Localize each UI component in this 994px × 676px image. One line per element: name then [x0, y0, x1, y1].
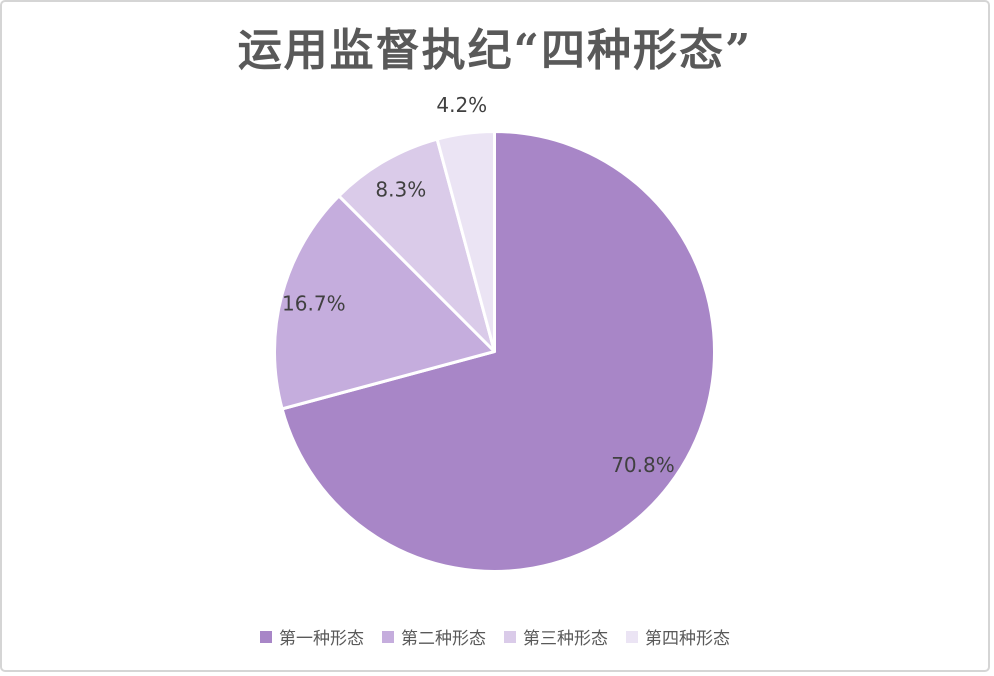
- legend-swatch-icon: [504, 630, 516, 643]
- legend-item-1: 第一种形态: [260, 624, 364, 649]
- legend-item-label: 第四种形态: [645, 629, 730, 649]
- data-label-2: 16.7%: [282, 291, 346, 315]
- legend-item-label: 第三种形态: [523, 629, 608, 649]
- legend-swatch-icon: [260, 630, 272, 643]
- pie-slice-1: [280, 130, 716, 573]
- legend-swatch-icon: [382, 630, 394, 643]
- legend-item-3: 第三种形态: [504, 624, 608, 649]
- legend: 第一种形态 第二种形态 第三种形态 第四种形态: [2, 624, 988, 649]
- pie-slice-3: [337, 137, 496, 353]
- data-label-4: 4.2%: [436, 93, 487, 117]
- chart-title: 运用监督执纪“四种形态”: [237, 25, 753, 76]
- data-label-3: 8.3%: [375, 178, 426, 202]
- legend-item-label: 第一种形态: [279, 629, 364, 649]
- legend-item-label: 第二种形态: [401, 629, 486, 649]
- legend-item-2: 第二种形态: [382, 624, 486, 649]
- pie-slice-2: [273, 194, 496, 411]
- data-label-1: 70.8%: [611, 453, 675, 477]
- pie-slice-4: [435, 130, 496, 353]
- legend-item-4: 第四种形态: [626, 624, 730, 649]
- legend-swatch-icon: [626, 630, 638, 643]
